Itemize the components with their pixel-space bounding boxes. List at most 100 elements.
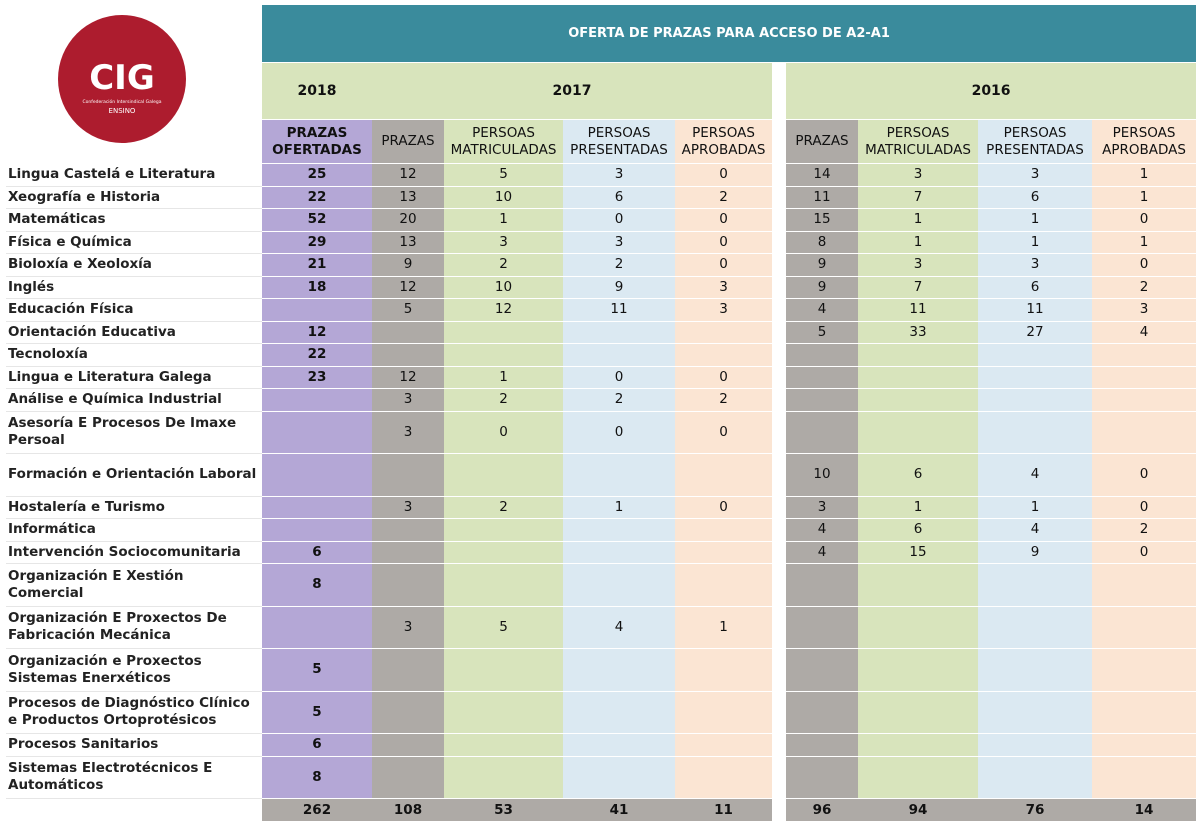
- cell: 2: [444, 496, 563, 519]
- cell: [786, 733, 858, 757]
- total: 108: [372, 798, 444, 822]
- gap: [772, 253, 786, 276]
- subject: Análise e Química Industrial: [6, 388, 262, 412]
- blank: [6, 798, 262, 822]
- cell: [262, 298, 372, 322]
- subject: Lingua e Literatura Galega: [6, 366, 262, 389]
- gap: [772, 388, 786, 411]
- cell: 0: [1092, 496, 1197, 519]
- cell: [372, 541, 444, 564]
- subject: Matemáticas: [6, 208, 262, 232]
- total: 11: [675, 798, 772, 822]
- data-row: Matemáticas 52 20 1 0 0 15 1 1 0: [6, 208, 1197, 232]
- subject: Orientación Educativa: [6, 321, 262, 344]
- cell: [858, 388, 978, 412]
- cell: 12: [372, 163, 444, 187]
- cell: 1: [858, 208, 978, 232]
- cell: 12: [372, 366, 444, 389]
- cell: 1: [978, 496, 1092, 519]
- cell: 1: [978, 231, 1092, 254]
- cell: 5: [444, 163, 563, 187]
- data-row: Orientación Educativa 12 5 33 27 4: [6, 321, 1197, 344]
- column-header: PERSOAS APROBADAS: [1092, 119, 1197, 164]
- cell: 9: [372, 253, 444, 277]
- cell: 0: [1092, 253, 1197, 277]
- cell: 1: [1092, 163, 1197, 187]
- data-row: Organización E Xestión Comercial 8: [6, 563, 1197, 607]
- cell: [372, 563, 444, 607]
- cell: [444, 541, 563, 564]
- cell: [262, 388, 372, 412]
- column-header: PERSOAS PRESENTADAS: [563, 119, 675, 164]
- cell: 12: [372, 276, 444, 299]
- cell: 2: [563, 253, 675, 277]
- cell: [372, 518, 444, 542]
- cell: [858, 366, 978, 389]
- cell: 13: [372, 231, 444, 254]
- cell: [1092, 366, 1197, 389]
- cell: [372, 733, 444, 757]
- cell: 2: [675, 186, 772, 209]
- data-row: Organización E Proxectos De Fabricación …: [6, 606, 1197, 649]
- totals-row: 262 108 53 41 11 96 94 76 14: [6, 798, 1197, 822]
- cell: [262, 606, 372, 649]
- cell: [372, 691, 444, 734]
- cell: 2: [1092, 518, 1197, 542]
- logo-name: CIG: [89, 58, 155, 98]
- gap: [772, 163, 786, 186]
- cell: [978, 733, 1092, 757]
- cell: 4: [786, 541, 858, 564]
- cell: 29: [262, 231, 372, 254]
- cell: [978, 756, 1092, 799]
- cell: [675, 541, 772, 564]
- gap: [772, 606, 786, 649]
- cell: 1: [858, 231, 978, 254]
- year: 2017: [372, 62, 772, 120]
- gap: [772, 366, 786, 389]
- column-header: PERSOAS MATRICULADAS: [444, 119, 563, 164]
- subject: Formación e Orientación Laboral: [6, 453, 262, 497]
- data-row: Educación Física 5 12 11 3 4 11 11 3: [6, 298, 1197, 322]
- cell: 0: [675, 231, 772, 254]
- cell: 3: [372, 388, 444, 412]
- column-header: PERSOAS APROBADAS: [675, 119, 772, 164]
- data-row: Lingua Castelá e Literatura 25 12 5 3 0 14 3 3 1: [6, 163, 1197, 187]
- cell: 2: [563, 388, 675, 412]
- cell: 25: [262, 163, 372, 187]
- cell: 2: [1092, 276, 1197, 299]
- cell: 0: [675, 253, 772, 277]
- cell: [1092, 343, 1197, 367]
- data-row: Organización e Proxectos Sistemas Enerxé…: [6, 648, 1197, 692]
- cell: 15: [858, 541, 978, 564]
- cell: 4: [1092, 321, 1197, 344]
- subject: Informática: [6, 518, 262, 542]
- cell: [858, 606, 978, 649]
- cell: [444, 453, 563, 497]
- cell: 10: [786, 453, 858, 497]
- cell: 5: [786, 321, 858, 344]
- cell: 6: [858, 453, 978, 497]
- cell: 1: [858, 496, 978, 519]
- cell: 6: [262, 733, 372, 757]
- cell: [1092, 756, 1197, 799]
- cell: 4: [563, 606, 675, 649]
- gap: [772, 518, 786, 541]
- cell: 1: [1092, 186, 1197, 209]
- cell: [786, 563, 858, 607]
- subject: Procesos de Diagnóstico Clínico e Produc…: [6, 691, 262, 734]
- data-row: Procesos de Diagnóstico Clínico e Produc…: [6, 691, 1197, 734]
- cell: [1092, 563, 1197, 607]
- cell: 8: [262, 563, 372, 607]
- year-row: 2018 2017 2016: [6, 62, 1197, 120]
- data-row: Análise e Química Industrial 3 2 2 2: [6, 388, 1197, 412]
- total: 14: [1092, 798, 1197, 822]
- cell: [858, 343, 978, 367]
- cell: [563, 648, 675, 692]
- gap: [772, 62, 786, 120]
- cell: [858, 563, 978, 607]
- cell: 9: [563, 276, 675, 299]
- cell: 0: [563, 411, 675, 454]
- total: 53: [444, 798, 563, 822]
- header-row: PRAZAS OFERTADAS PRAZAS PERSOAS MATRICULAD…: [6, 119, 1197, 164]
